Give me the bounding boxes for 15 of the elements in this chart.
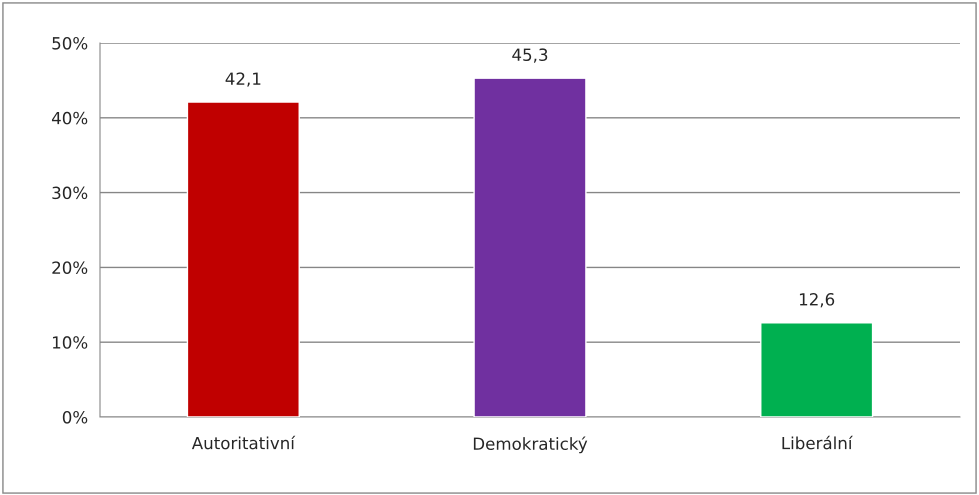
y-tick-label: 40% [52,112,88,124]
bar [760,322,874,417]
data-label: 42,1 [226,72,260,87]
y-tick-label: 20% [52,261,88,274]
data-label: 45,3 [512,48,548,63]
y-tick-label: 30% [52,186,88,200]
bar [473,77,587,417]
y-tick-label: 10% [52,336,88,349]
y-tick-label: 0% [62,410,88,424]
x-tick-label: Autoritativní [192,436,296,450]
x-tick-label: Liberální [782,436,853,450]
bar [186,101,300,417]
data-label: 12,6 [800,293,834,308]
x-tick-label: Demokratický [474,436,588,454]
y-tick-label: 50% [52,36,88,50]
